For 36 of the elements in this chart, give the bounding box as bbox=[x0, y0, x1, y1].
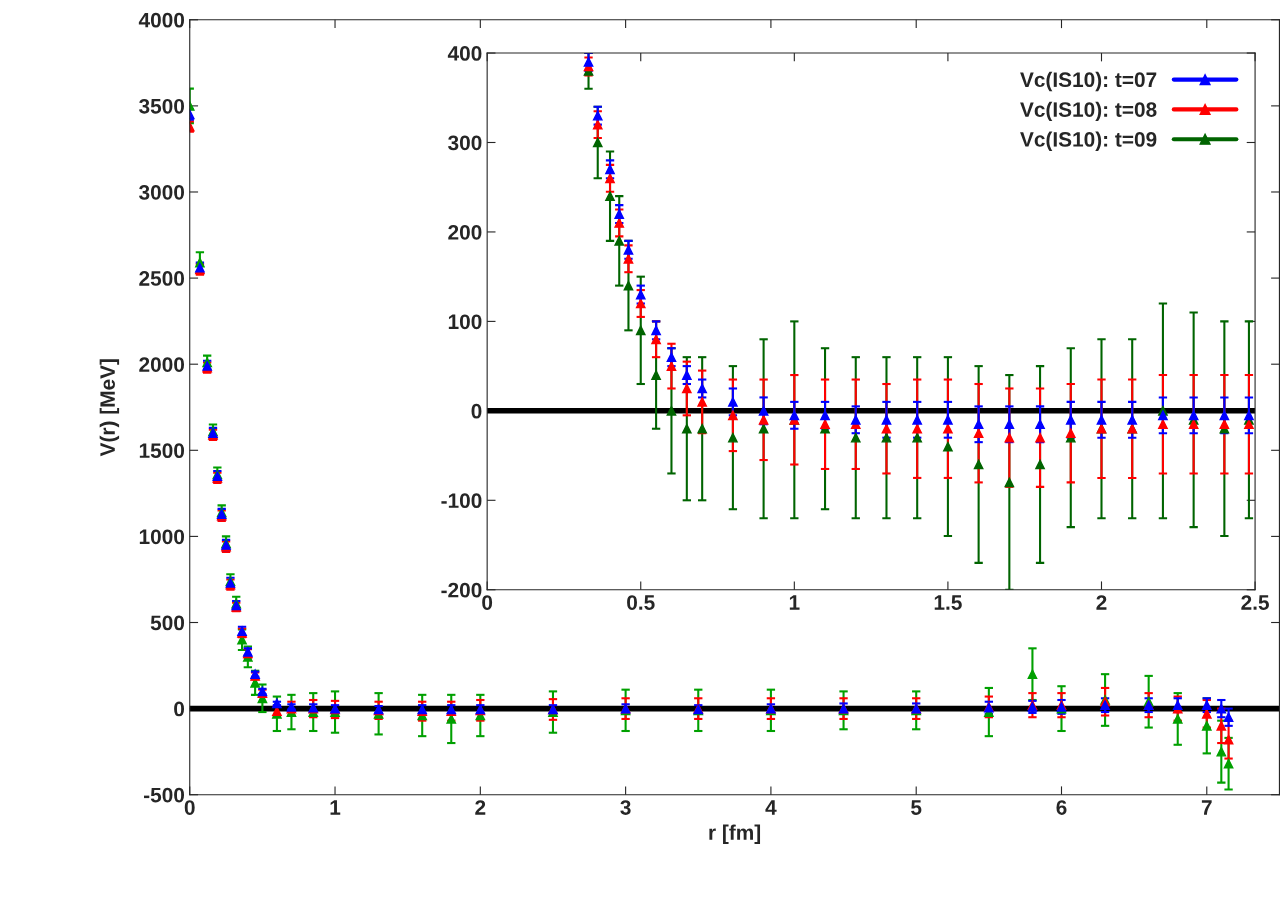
x-tick-label: 0.5 bbox=[627, 595, 655, 610]
y-tick-label: 1000 bbox=[139, 529, 185, 545]
y-tick-label: 3500 bbox=[139, 98, 185, 114]
x-tick-label: 7 bbox=[1201, 800, 1212, 815]
y-tick-label: 0 bbox=[471, 403, 482, 419]
x-tick-label: 1.5 bbox=[934, 595, 962, 610]
x-tick-label: 2 bbox=[1096, 595, 1107, 610]
x-tick-label: 5 bbox=[911, 800, 922, 815]
x-tick-label: 3 bbox=[620, 800, 631, 815]
y-tick-label: -500 bbox=[144, 787, 185, 803]
y-tick-label: -100 bbox=[441, 493, 482, 509]
y-tick-label: 2500 bbox=[139, 271, 185, 286]
y-axis-title: V(r) [MeV] bbox=[99, 359, 120, 457]
x-tick-label: 2 bbox=[475, 800, 486, 815]
y-tick-label: 300 bbox=[448, 135, 482, 151]
x-tick-label: 2.5 bbox=[1241, 595, 1269, 610]
y-tick-label: 2000 bbox=[139, 357, 185, 372]
x-tick-label: 1 bbox=[330, 800, 341, 815]
x-tick-label: 0 bbox=[184, 800, 195, 815]
y-tick-label: 500 bbox=[150, 615, 185, 631]
y-tick-label: 400 bbox=[447, 46, 482, 61]
y-tick-label: -200 bbox=[441, 582, 482, 598]
x-tick-label: 4 bbox=[765, 800, 777, 815]
legend-label: Vc(IS10): t=07 bbox=[1020, 71, 1157, 92]
y-tick-label: 1500 bbox=[139, 443, 185, 459]
y-tick-label: 200 bbox=[448, 224, 482, 240]
x-tick-label: 1 bbox=[789, 595, 800, 610]
y-tick-label: 4000 bbox=[138, 12, 185, 28]
x-tick-label: 6 bbox=[1056, 800, 1067, 815]
x-axis-title: r [fm] bbox=[709, 824, 761, 844]
legend-label: Vc(IS10): t=09 bbox=[1020, 131, 1157, 151]
y-tick-label: 3000 bbox=[139, 184, 185, 200]
y-tick-label: 100 bbox=[448, 314, 482, 330]
legend-label: Vc(IS10): t=08 bbox=[1020, 101, 1157, 122]
x-tick-label: 0 bbox=[482, 595, 493, 610]
y-tick-label: 0 bbox=[174, 701, 185, 717]
